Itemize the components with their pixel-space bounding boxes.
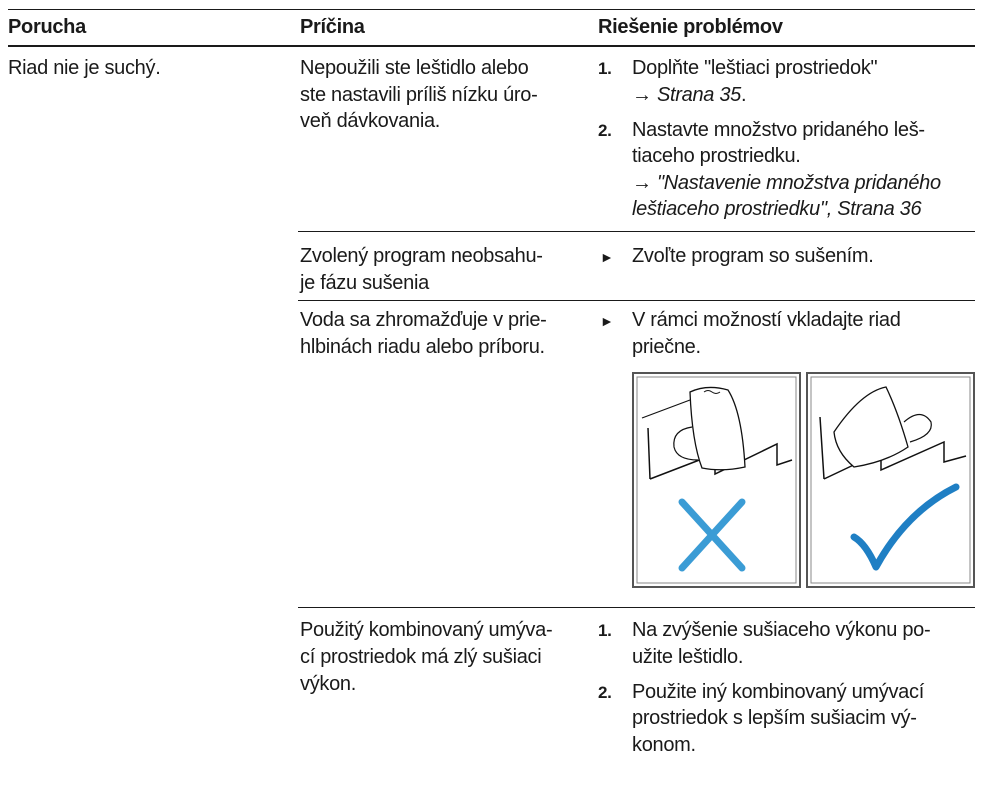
step-ref: → Strana 35. (632, 83, 747, 107)
ref-link: "Nastavenie množstva pridaného (656, 172, 941, 194)
row-rule (298, 607, 975, 608)
header-cell: Porucha (8, 16, 86, 38)
header-cell: Príčina (300, 16, 365, 38)
fault: Riad nie je suchý. (8, 57, 161, 79)
cause-line: Zvolený program neobsahu- (300, 245, 543, 267)
arrow: → (632, 84, 652, 106)
step-number: 1. (598, 59, 612, 78)
step-line: užite leštidlo. (632, 646, 744, 668)
cause-line: je fázu sušenia (300, 272, 429, 294)
step-line: Nastavte množstvo pridaného leš- (632, 119, 925, 141)
ref-end: . (741, 84, 747, 106)
step-line: Na zvýšenie sušiaceho výkonu po- (632, 619, 931, 641)
cause-line: Nepoužili ste leštidlo alebo (300, 57, 529, 79)
correct-placement-image (806, 372, 975, 588)
step-line: tiaceho prostriedku. (632, 145, 801, 167)
cause-line: výkon. (300, 673, 357, 695)
action-line: Zvoľte program so sušením. (632, 245, 874, 267)
header-cell: Riešenie problémov (598, 16, 783, 38)
cause-line: Použitý kombinovaný umýva- (300, 619, 553, 641)
step-number: 1. (598, 621, 612, 640)
ref-link: Strana 35 (656, 84, 741, 106)
top-rule (8, 9, 975, 10)
ref-link: leštiaceho prostriedku", Strana 36 (632, 198, 922, 220)
cause-line: Voda sa zhromažďuje v prie- (300, 309, 547, 331)
cause-line: hlbinách riadu alebo príboru. (300, 336, 545, 358)
step-line: konom. (632, 734, 696, 756)
action-line: priečne. (632, 336, 701, 358)
step-line: prostriedok s lepším sušiacim vý- (632, 707, 917, 729)
step-ref: → "Nastavenie množstva pridaného (632, 171, 941, 195)
step-number: 2. (598, 683, 612, 702)
arrow: → (632, 172, 652, 194)
header-rule (8, 45, 975, 47)
cause-line: veň dávkovania. (300, 110, 441, 132)
action-line: V rámci možností vkladajte riad (632, 309, 901, 331)
step-line: Použite iný kombinovaný umývací (632, 681, 924, 703)
cause-line: cí prostriedok má zlý sušiaci (300, 646, 542, 668)
row-rule (298, 231, 975, 232)
step-line: Doplňte "leštiaci prostriedok" (632, 57, 878, 79)
cause-line: ste nastavili príliš nízku úro- (300, 84, 538, 106)
bullet: ► (600, 313, 614, 329)
row-rule (298, 300, 975, 301)
step-number: 2. (598, 121, 612, 140)
bullet: ► (600, 249, 614, 265)
wrong-placement-image (632, 372, 801, 588)
